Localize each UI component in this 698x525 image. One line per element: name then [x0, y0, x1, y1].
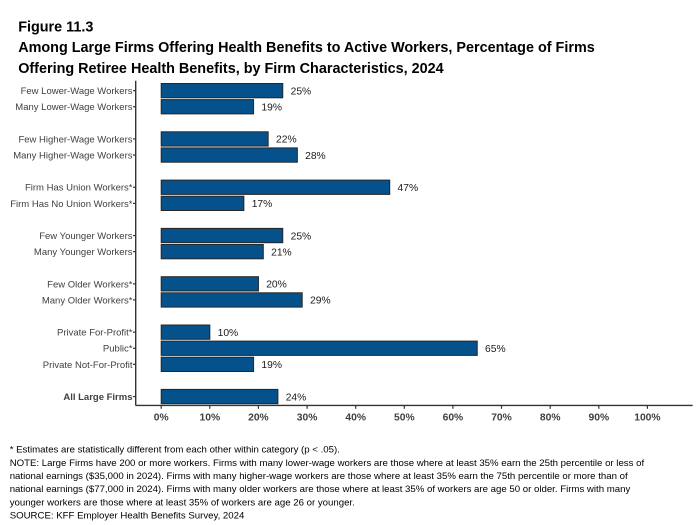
svg-text:21%: 21%: [271, 247, 292, 258]
svg-text:25%: 25%: [291, 86, 312, 97]
svg-text:Few Younger Workers: Few Younger Workers: [39, 231, 133, 242]
svg-text:80%: 80%: [540, 412, 561, 423]
svg-text:10%: 10%: [218, 328, 239, 339]
svg-text:Few Lower-Wage Workers: Few Lower-Wage Workers: [21, 86, 133, 97]
svg-text:national earnings ($35,000 in: national earnings ($35,000 in 2024). Fir…: [10, 471, 628, 482]
svg-text:* Estimates are statistically: * Estimates are statistically different …: [10, 445, 340, 456]
svg-text:65%: 65%: [485, 344, 506, 355]
svg-text:24%: 24%: [286, 392, 307, 403]
svg-text:younger workers are those wher: younger workers are those where at least…: [10, 497, 355, 508]
svg-text:Firm Has No Union Workers*: Firm Has No Union Workers*: [10, 199, 133, 210]
svg-text:Figure 11.3: Figure 11.3: [18, 20, 93, 36]
svg-text:40%: 40%: [345, 412, 366, 423]
svg-text:Firm Has Union Workers*: Firm Has Union Workers*: [25, 183, 133, 194]
svg-text:70%: 70%: [491, 412, 512, 423]
svg-text:20%: 20%: [248, 412, 269, 423]
svg-text:17%: 17%: [252, 199, 273, 210]
svg-text:Private Not-For-Profit: Private Not-For-Profit: [43, 360, 133, 371]
svg-text:19%: 19%: [261, 360, 282, 371]
svg-text:Many Higher-Wage Workers: Many Higher-Wage Workers: [13, 151, 133, 162]
svg-text:Many Older Workers*: Many Older Workers*: [42, 295, 133, 306]
svg-text:30%: 30%: [297, 412, 318, 423]
svg-text:22%: 22%: [276, 135, 297, 146]
svg-text:Many Younger Workers: Many Younger Workers: [34, 247, 133, 258]
svg-text:All Large Firms: All Large Firms: [63, 392, 132, 403]
svg-text:29%: 29%: [310, 296, 331, 307]
svg-text:47%: 47%: [398, 183, 419, 194]
svg-text:90%: 90%: [588, 412, 609, 423]
svg-text:SOURCE: KFF Employer Health Be: SOURCE: KFF Employer Health Benefits Sur…: [10, 511, 245, 522]
svg-text:national earnings ($77,000 in: national earnings ($77,000 in 2024). Fir…: [10, 484, 631, 495]
svg-text:50%: 50%: [394, 412, 415, 423]
svg-text:19%: 19%: [261, 103, 282, 114]
svg-text:Many Lower-Wage Workers: Many Lower-Wage Workers: [15, 102, 132, 113]
svg-text:Few Higher-Wage Workers: Few Higher-Wage Workers: [18, 134, 132, 145]
svg-text:Private For-Profit*: Private For-Profit*: [57, 328, 133, 339]
svg-text:NOTE: Large Firms have 200 or: NOTE: Large Firms have 200 or more worke…: [10, 458, 645, 469]
svg-text:Public*: Public*: [103, 344, 133, 355]
svg-text:28%: 28%: [305, 151, 326, 162]
svg-text:0%: 0%: [154, 412, 169, 423]
svg-text:100%: 100%: [634, 412, 660, 423]
svg-text:10%: 10%: [199, 412, 220, 423]
svg-text:Among Large Firms Offering Hea: Among Large Firms Offering Health Benefi…: [18, 40, 595, 56]
svg-text:Few Older Workers*: Few Older Workers*: [47, 279, 133, 290]
svg-text:Offering Retiree Health Benefi: Offering Retiree Health Benefits, by Fir…: [18, 61, 443, 77]
svg-text:25%: 25%: [291, 231, 312, 242]
svg-text:60%: 60%: [443, 412, 464, 423]
svg-text:20%: 20%: [266, 280, 287, 291]
